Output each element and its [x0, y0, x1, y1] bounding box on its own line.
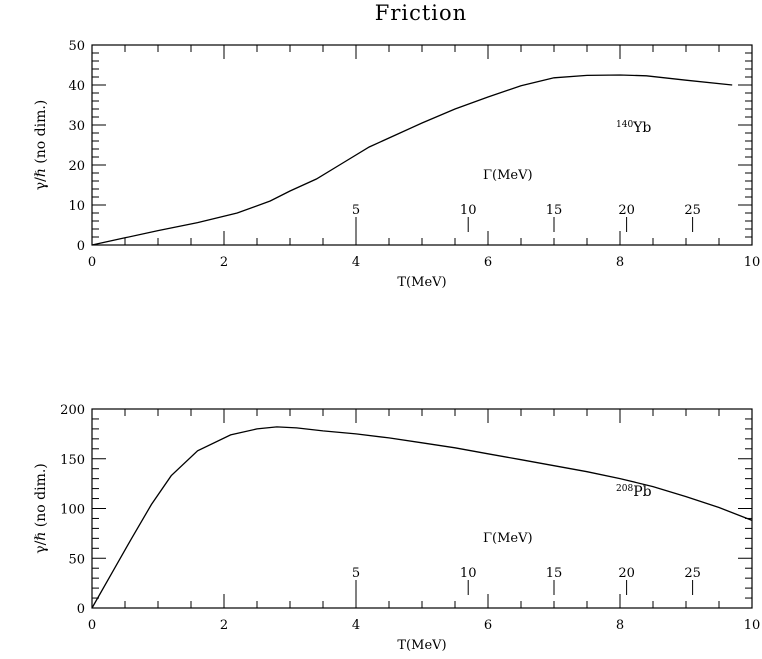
nucleus-label: 208Pb: [616, 484, 652, 500]
plot-frame: [91, 44, 753, 246]
gamma-mark-label: 25: [684, 203, 701, 218]
gamma-mark-label: 15: [546, 566, 563, 581]
y-tick-label: 50: [68, 39, 85, 54]
x-tick-label: 0: [88, 255, 96, 270]
element-symbol: Yb: [632, 120, 651, 136]
gamma-scale-label: Γ(MeV): [483, 168, 533, 183]
chart-panel-1: 0 2 4 6 8 10 0 10 20 30 40 50 T(MeV) γ/ℏ (no dim.) 140…: [33, 39, 760, 290]
y-axis-label: γ/ℏ (no dim.): [33, 463, 49, 554]
y-tick-label: 0: [77, 602, 85, 617]
x-tick-label: 2: [220, 618, 228, 633]
x-tick-label: 0: [88, 618, 96, 633]
x-tick-label: 8: [616, 255, 624, 270]
gamma-mark-label: 25: [684, 566, 701, 581]
x-tick-label: 4: [352, 255, 360, 270]
y-tick-label: 200: [60, 403, 85, 418]
gamma-mark-label: 10: [460, 203, 477, 218]
x-tick-label: 4: [352, 618, 360, 633]
x-tick-label: 10: [744, 255, 761, 270]
mass-number: 208: [616, 484, 633, 494]
gamma-scale-label: Γ(MeV): [483, 531, 533, 546]
y-tick-label: 10: [68, 199, 85, 214]
series-line-1: [91, 74, 733, 246]
figure-title: Friction: [375, 1, 467, 25]
x-tick-label: 10: [744, 618, 761, 633]
x-tick-label: 6: [484, 618, 492, 633]
y-tick-label: 30: [68, 119, 85, 134]
series-line-1: [91, 426, 753, 609]
x-axis-label: T(MeV): [397, 638, 446, 653]
nucleus-label: 140Yb: [616, 120, 651, 136]
y-tick-label: 0: [77, 239, 85, 254]
plot-frame: [91, 408, 753, 609]
gamma-mark-label: 20: [618, 203, 635, 218]
y-axis-label: γ/ℏ (no dim.): [33, 100, 49, 191]
x-tick-label: 6: [484, 255, 492, 270]
y-tick-label: 150: [60, 453, 85, 468]
gamma-mark-label: 15: [546, 203, 563, 218]
y-tick-label: 40: [68, 79, 85, 94]
gamma-mark-label: 5: [352, 566, 360, 581]
gamma-mark-label: 5: [352, 203, 360, 218]
y-tick-label: 100: [60, 503, 85, 518]
gamma-mark-label: 20: [618, 566, 635, 581]
x-tick-label: 2: [220, 255, 228, 270]
gamma-mark-label: 10: [460, 566, 477, 581]
element-symbol: Pb: [633, 484, 651, 500]
y-tick-label: 50: [68, 552, 85, 567]
mass-number: 140: [616, 120, 633, 130]
x-tick-label: 8: [616, 618, 624, 633]
x-axis-label: T(MeV): [397, 275, 446, 290]
y-tick-label: 20: [68, 159, 85, 174]
